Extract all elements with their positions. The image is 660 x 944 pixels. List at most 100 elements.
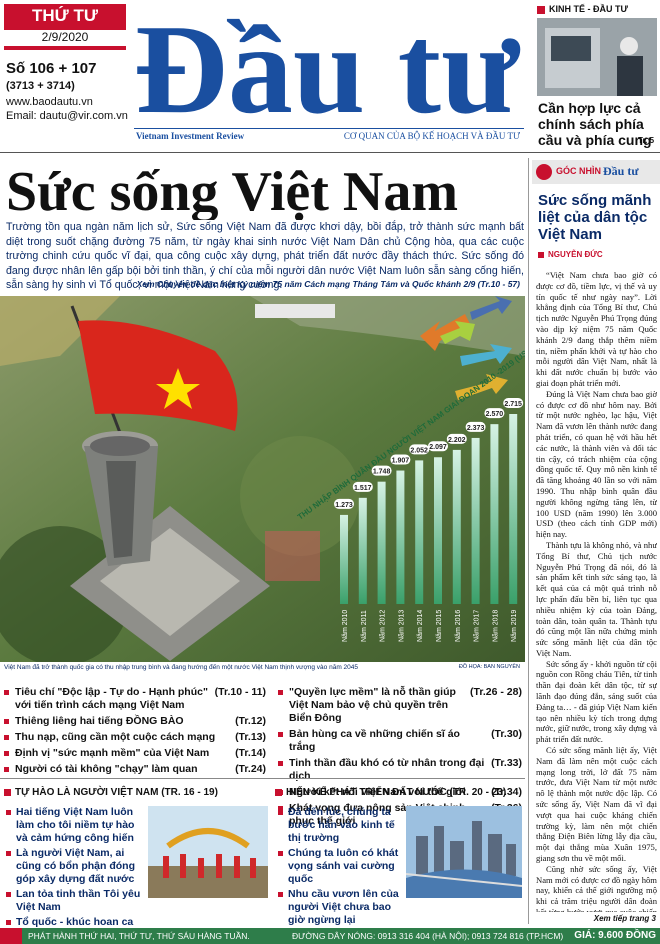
lead-photo: THU NHẬP BÌNH QUÂN ĐẦU NGƯỜI VIỆT NAM GI… [0,296,525,662]
section-item-text: Lan tỏa tinh thần Tôi yêu Việt Nam [16,888,141,913]
footer-hotline: ĐƯỜNG DÂY NÓNG: 0913 316 404 (HÀ NỘI); 0… [292,931,564,941]
rule [4,46,126,50]
bullet [278,732,283,737]
masthead-title: Đầu tư [134,0,521,125]
bullet [6,810,11,815]
rule [134,128,524,129]
income-bar [340,514,348,604]
index-page: (Tr.13) [235,731,266,743]
column-title: Sức sống mãnh liệt của dân tộc Việt Nam [538,192,652,243]
section-item: Tổ quốc - khúc hoan ca [6,916,144,929]
value-label: 1.748 [373,469,391,476]
value-label: 1.907 [392,458,410,465]
section-heading: TỰ HÀO LÀ NGƯỜI VIỆT NAM (TR. 16 - 19) [15,787,218,798]
value-label-bg [390,454,411,465]
bullet [4,767,9,772]
weekday: THỨ TƯ [32,6,98,25]
income-bar [415,460,424,604]
index-page: (Tr.14) [235,747,266,759]
index-item: Định vị "sức mạnh mềm" của Việt Nam (Tr.1… [4,747,266,760]
section-photo [148,806,268,898]
index-page: (Tr.12) [235,715,266,727]
bullet [278,690,283,695]
teaser-headline: Cần hợp lực cả chính sách phía cầu và ph… [538,100,652,148]
income-bar [509,414,518,604]
bullet [278,810,283,815]
column-body: “Việt Nam chưa bao giờ có được cơ đồ, ti… [536,270,657,912]
index-text: Thu nạp, cũng cần một cuộc cách mạng [15,731,216,743]
bullet [278,851,283,856]
photo-caption: Việt Nam đã trở thành quốc gia có thu nh… [4,664,358,671]
issue: Số 106 + 107 [6,60,97,77]
index-text: Thiêng liêng hai tiếng ĐỒNG BÀO [15,715,184,727]
value-label-bg [334,498,354,509]
income-bar [490,424,499,604]
index-page: (Tr.26 - 28) [470,686,522,698]
lead-headline: Sức sống Việt Nam [6,161,458,220]
value-label-bg [465,421,486,432]
index-page: (Tr.24) [235,763,266,775]
section-list: Hai tiếng Việt Nam luôn làm cho tôi niềm… [6,806,144,931]
column-icon [536,164,552,180]
column-paragraph: Cũng nhờ sức sống ấy, Việt Nam mới có đư… [536,863,657,912]
year-label: Năm 2016 [455,610,462,642]
section-heading: HIẾN KẾ PHÁT TRIỂN ĐẤT NƯỚC (TR. 20 - 23… [286,787,507,798]
year-label: Năm 2011 [361,610,368,642]
index-item: "Quyền lực mềm" là nỗ thần giúp Việt Nam… [278,686,522,725]
section-item: Lan tỏa tinh thần Tôi yêu Việt Nam [6,888,144,914]
section-item: Nhu cầu vươn lên của người Việt chưa bao… [278,888,403,927]
column-author: NGUYỄN ĐỨC [548,250,603,259]
index-page: (Tr.33) [491,757,522,769]
value-label: 2.373 [467,425,485,432]
income-bar [434,457,442,604]
weekday-banner [4,4,126,30]
income-bar [377,481,386,604]
bullet [4,751,9,756]
value-label: 1.273 [335,502,353,509]
section-item: Hai tiếng Việt Nam luôn làm cho tôi niềm… [6,806,144,845]
section-item-text: Tổ quốc - khúc hoan ca [16,916,134,928]
value-label-bg [503,398,524,408]
value-label-bg [484,408,505,419]
value-label: 2.097 [429,444,447,451]
footer-mark [0,928,22,944]
year-label: Năm 2018 [492,610,499,642]
teaser-page: Tr. 5 [638,136,655,145]
year-label: Năm 2017 [474,610,481,642]
income-bar [358,497,367,604]
english-name: Vietnam Investment Review [136,131,245,141]
index-page: (Tr.30) [491,728,522,740]
lead-headline-box: Sức sống Việt Nam [6,161,458,220]
column-paragraph: Đúng là Việt Nam chưa bao giờ có được cơ… [536,388,657,540]
photo-credit: ĐỒ HỌA: BAN NGUYÊN [458,664,520,670]
masthead: Đầu tư [134,0,521,125]
index-item: Thu nạp, cũng cần một cuộc cách mạng (Tr.… [4,731,266,744]
year-label: Năm 2015 [436,610,443,642]
index-text: Người có tài không "chạy" làm quan [15,763,198,775]
bullet [538,252,544,258]
year-label: Năm 2019 [511,610,518,642]
column-paragraph: Thành tựu là không nhỏ, và như Tổng Bí t… [536,539,657,658]
value-label: 2.570 [486,411,504,418]
year-label: Năm 2012 [380,610,387,642]
footer-bar [0,928,660,944]
bullet [4,690,9,695]
website: www.baodautu.vn [6,96,93,108]
bullet [4,789,11,796]
bullet [4,719,9,724]
index-item: Người có tài không "chạy" làm quan (Tr.24… [4,763,266,776]
section-item-text: Đã đến lúc, chúng ta bước hẳn vào kinh t… [288,806,395,844]
bullet [278,806,283,811]
section-item-text: Chúng ta luôn có khát vọng sánh vai cườn… [288,847,399,885]
index-item: Tiêu chí "Độc lập - Tự do - Hạnh phúc" v… [4,686,266,712]
bullet [6,851,11,856]
index-text: Tiêu chí "Độc lập - Tự do - Hạnh phúc" v… [15,686,208,711]
index-page: (Tr.34) [491,786,522,798]
value-label: 2.202 [448,437,466,444]
bullet [278,761,283,766]
column-paragraph: Sức sống ấy - khởi nguồn từ cội nguồn co… [536,658,657,745]
index-text: Định vị "sức mạnh mềm" của Việt Nam [15,747,210,759]
email: Email: dautu@vir.com.vn [6,110,128,122]
section-photo [406,806,522,898]
